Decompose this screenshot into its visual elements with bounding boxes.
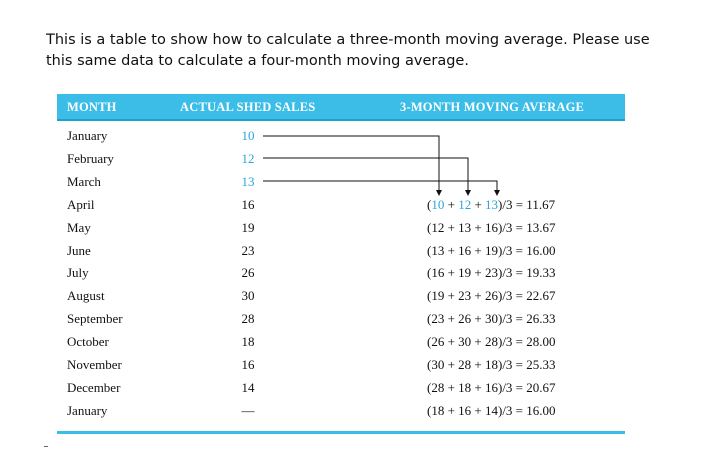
moving-average-table: MONTH ACTUAL SHED SALES 3-MONTH MOVING A… [57, 94, 625, 434]
table-row: December 14 (28 + 18 + 16)/3 = 20.67 [57, 376, 625, 399]
cell-month: April [67, 196, 95, 212]
cell-moving-average: (16 + 19 + 23)/3 = 19.33 [427, 265, 556, 281]
average-formula-part: + [471, 196, 486, 212]
arrow-january [263, 135, 440, 191]
cell-actual-sales: 16 [241, 196, 255, 212]
header-actual-shed-sales: ACTUAL SHED SALES [180, 100, 316, 114]
header-3-month-moving-average: 3-MONTH MOVING AVERAGE [400, 100, 585, 114]
cell-month: November [67, 357, 122, 372]
cell-actual-sales: 28 [241, 311, 255, 327]
table-row: July 26 (16 + 19 + 23)/3 = 19.33 [57, 261, 625, 284]
calculation-arrows [263, 135, 500, 196]
cell-actual-sales: 16 [241, 357, 255, 372]
table-row: April 16 (10 + 12 + 13)/3 = 11.67 [57, 193, 625, 216]
cell-actual-sales: — [241, 402, 255, 418]
table-row: June 23 (13 + 16 + 19)/3 = 16.00 [57, 239, 625, 262]
cell-month: October [67, 334, 109, 350]
average-formula-part: 10 [431, 196, 445, 212]
cell-moving-average: (13 + 16 + 19)/3 = 16.00 [427, 242, 556, 258]
arrow-february [263, 157, 469, 191]
table-row: September 28 (23 + 26 + 30)/3 = 26.33 [57, 307, 625, 330]
table-row: January — (18 + 16 + 14)/3 = 16.00 [57, 399, 625, 422]
cell-month: January [67, 402, 108, 418]
average-formula-part: + [444, 196, 459, 212]
table-row: January 10 [57, 124, 625, 147]
cell-month: August [67, 288, 105, 304]
cell-month: December [67, 379, 121, 395]
cell-month: June [67, 242, 91, 258]
table-row: November 16 (30 + 28 + 18)/3 = 25.33 [57, 353, 625, 376]
arrowhead-february [465, 190, 471, 196]
table-row: May 19 (12 + 13 + 16)/3 = 13.67 [57, 216, 625, 239]
cell-month: May [67, 219, 91, 235]
stray-mark [44, 446, 48, 447]
cell-actual-sales: 10 [241, 128, 255, 143]
cell-actual-sales: 23 [241, 242, 255, 258]
cell-actual-sales: 14 [241, 379, 255, 395]
cell-actual-sales: 30 [241, 288, 255, 304]
cell-moving-average: (19 + 23 + 26)/3 = 22.67 [427, 288, 556, 304]
cell-month: January [67, 128, 108, 143]
cell-month: July [67, 265, 89, 281]
cell-actual-sales: 19 [241, 219, 255, 235]
table-header: MONTH ACTUAL SHED SALES 3-MONTH MOVING A… [57, 94, 625, 121]
cell-actual-sales: 13 [241, 173, 255, 189]
average-formula-part: ( [427, 196, 432, 212]
arrowhead-march [494, 190, 500, 196]
cell-month: March [67, 173, 101, 189]
cell-actual-sales: 26 [241, 265, 255, 281]
cell-moving-average: (26 + 30 + 28)/3 = 28.00 [427, 334, 556, 350]
cell-moving-average: (23 + 26 + 30)/3 = 26.33 [427, 311, 556, 327]
average-formula-part: )/3 = 11.67 [498, 196, 556, 212]
cell-moving-average: (30 + 28 + 18)/3 = 25.33 [427, 357, 556, 372]
cell-moving-average: (10 + 12 + 13)/3 = 11.67 [427, 193, 555, 216]
instructions-text: This is a table to show how to calculate… [46, 30, 686, 72]
header-month: MONTH [67, 100, 117, 114]
instructions-line-1: This is a table to show how to calculate… [46, 32, 650, 48]
cell-actual-sales: 12 [241, 150, 255, 166]
cell-month: September [67, 311, 123, 327]
arrow-march [263, 180, 498, 191]
table-row: October 18 (26 + 30 + 28)/3 = 28.00 [57, 330, 625, 353]
cell-actual-sales: 18 [241, 334, 255, 350]
cell-moving-average: (28 + 18 + 16)/3 = 20.67 [427, 379, 556, 395]
table-row: August 30 (19 + 23 + 26)/3 = 22.67 [57, 284, 625, 307]
table-row: February 12 [57, 147, 625, 170]
cell-month: February [67, 150, 114, 166]
instructions-line-2: this same data to calculate a four-month… [46, 53, 469, 69]
cell-moving-average: (18 + 16 + 14)/3 = 16.00 [427, 402, 556, 418]
average-formula-part: 12 [458, 196, 472, 212]
table-row: March 13 [57, 170, 625, 193]
arrowhead-january [436, 190, 442, 196]
average-formula-part: 13 [485, 196, 499, 212]
cell-moving-average: (12 + 13 + 16)/3 = 13.67 [427, 219, 556, 235]
table-bottom-rule [57, 431, 625, 434]
